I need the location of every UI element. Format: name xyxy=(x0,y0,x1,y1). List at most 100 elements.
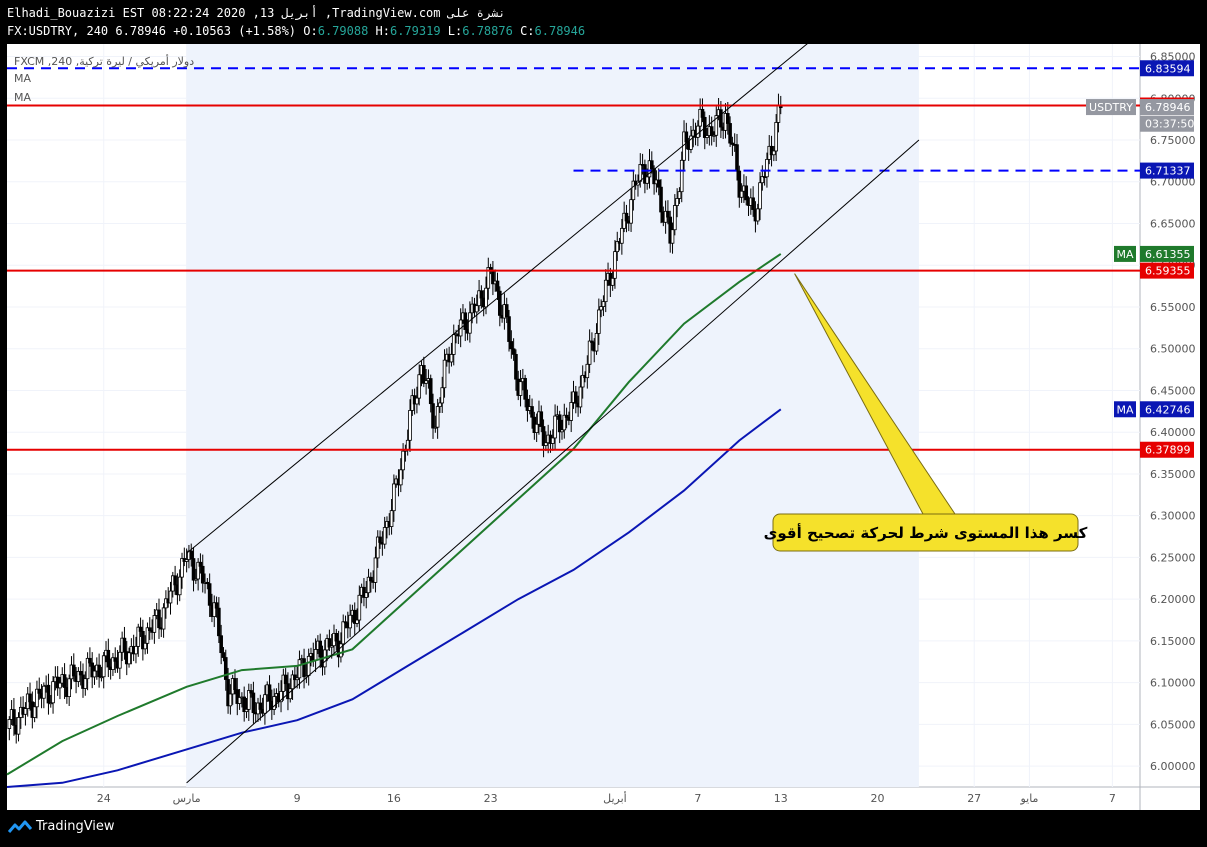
candle-body xyxy=(88,657,92,664)
price-label-box xyxy=(1140,262,1194,279)
candle-body xyxy=(431,403,435,429)
candle-body xyxy=(408,410,412,441)
candle-body xyxy=(486,267,491,289)
price-tick-label: 6.00000 xyxy=(1150,760,1196,773)
candle-body xyxy=(620,227,624,244)
candle-body xyxy=(327,638,332,648)
candle-body xyxy=(366,576,371,594)
candle-body xyxy=(705,135,709,138)
candle-body xyxy=(62,674,67,688)
candle-body xyxy=(601,301,606,307)
candle-body xyxy=(518,381,523,396)
price-label-box xyxy=(1140,441,1194,458)
candle-body xyxy=(189,550,194,559)
price-label-box xyxy=(1140,115,1194,132)
candle-body xyxy=(161,607,166,630)
candle-body xyxy=(157,609,161,629)
price-tick-label: 6.45000 xyxy=(1150,384,1196,397)
candle-body xyxy=(42,685,46,699)
candle-body xyxy=(590,340,594,343)
candle-body xyxy=(594,333,599,352)
candle-body xyxy=(258,702,263,710)
candle-body xyxy=(279,690,283,703)
candle-body xyxy=(343,621,348,624)
candle-body xyxy=(474,305,479,313)
candle-body xyxy=(78,670,83,676)
candle-body xyxy=(226,679,230,707)
price-label-text: 6.37899 xyxy=(1145,444,1191,457)
candle-body xyxy=(177,576,182,596)
candle-body xyxy=(580,374,585,388)
legend-ma-2: MA xyxy=(14,91,31,104)
candle-body xyxy=(730,142,735,145)
price-tick-label: 6.55000 xyxy=(1150,301,1196,314)
time-tick-label: 20 xyxy=(870,792,884,805)
candle-body xyxy=(509,341,514,350)
price-tick-label: 6.10000 xyxy=(1150,677,1196,690)
candle-body xyxy=(111,657,115,670)
price-tick-label: 6.50000 xyxy=(1150,343,1196,356)
candle-body xyxy=(422,365,426,384)
candle-body xyxy=(755,208,760,222)
candle-body xyxy=(283,674,288,685)
candle-body xyxy=(355,619,359,624)
candle-body xyxy=(774,122,778,152)
time-tick-label: 16 xyxy=(387,792,401,805)
channel-upper-line xyxy=(186,31,823,554)
candle-body xyxy=(251,692,256,714)
tradingview-logo-icon xyxy=(8,820,32,833)
symbol-label[interactable]: FX:USDTRY, 240 xyxy=(7,24,109,38)
candle-body xyxy=(288,688,293,700)
candle-body xyxy=(97,664,101,678)
price-label-text: 6.59355 xyxy=(1145,265,1191,278)
time-axis[interactable] xyxy=(7,787,1140,810)
price-label-box xyxy=(1140,60,1194,77)
candle-body xyxy=(164,598,168,609)
candle-body xyxy=(113,657,118,662)
candle-body xyxy=(438,402,442,407)
candle-body xyxy=(48,702,53,705)
candle-body xyxy=(569,402,573,421)
callout-text: كسر هذا المستوى شرط لحركة تصحيح أقوى xyxy=(764,523,1088,542)
candle-body xyxy=(90,662,95,678)
candle-body xyxy=(51,681,55,704)
candle-body xyxy=(223,657,228,680)
candle-body xyxy=(659,186,663,213)
candle-body xyxy=(728,123,732,144)
price-label-text: 6.83594 xyxy=(1145,62,1191,75)
candle-body xyxy=(217,607,221,637)
price-tag-box xyxy=(1086,99,1136,116)
candle-body xyxy=(168,590,173,604)
candle-body xyxy=(587,340,592,365)
candle-body xyxy=(71,664,76,677)
price-label-box xyxy=(1140,99,1194,116)
time-tick-label: 13 xyxy=(774,792,788,805)
time-tick-label: أبريل xyxy=(603,791,627,805)
candle-body xyxy=(440,387,445,404)
candle-body xyxy=(534,423,539,433)
candle-body xyxy=(689,135,693,150)
candle-body xyxy=(737,170,742,198)
candle-body xyxy=(629,199,633,224)
candle-body xyxy=(196,561,200,580)
candle-body xyxy=(725,113,730,124)
candle-body xyxy=(442,359,447,389)
candle-body xyxy=(369,576,373,582)
candle-body xyxy=(433,426,438,429)
price-tick-label: 6.75000 xyxy=(1150,134,1196,147)
candle-body xyxy=(127,652,131,665)
candle-body xyxy=(615,241,620,253)
candle-body xyxy=(398,469,403,486)
candle-body xyxy=(318,640,322,658)
price-tag-text: MA xyxy=(1116,248,1133,261)
candle-body xyxy=(463,312,468,330)
candle-body xyxy=(451,334,456,355)
candle-body xyxy=(389,510,394,527)
candle-body xyxy=(578,386,583,408)
footer-brand: TradingView xyxy=(36,819,115,834)
candle-body xyxy=(99,676,104,679)
ma-slow-line xyxy=(6,408,782,788)
legend-ma-1: MA xyxy=(14,72,31,85)
callout: كسر هذا المستوى شرط لحركة تصحيح أقوى xyxy=(764,273,1088,552)
